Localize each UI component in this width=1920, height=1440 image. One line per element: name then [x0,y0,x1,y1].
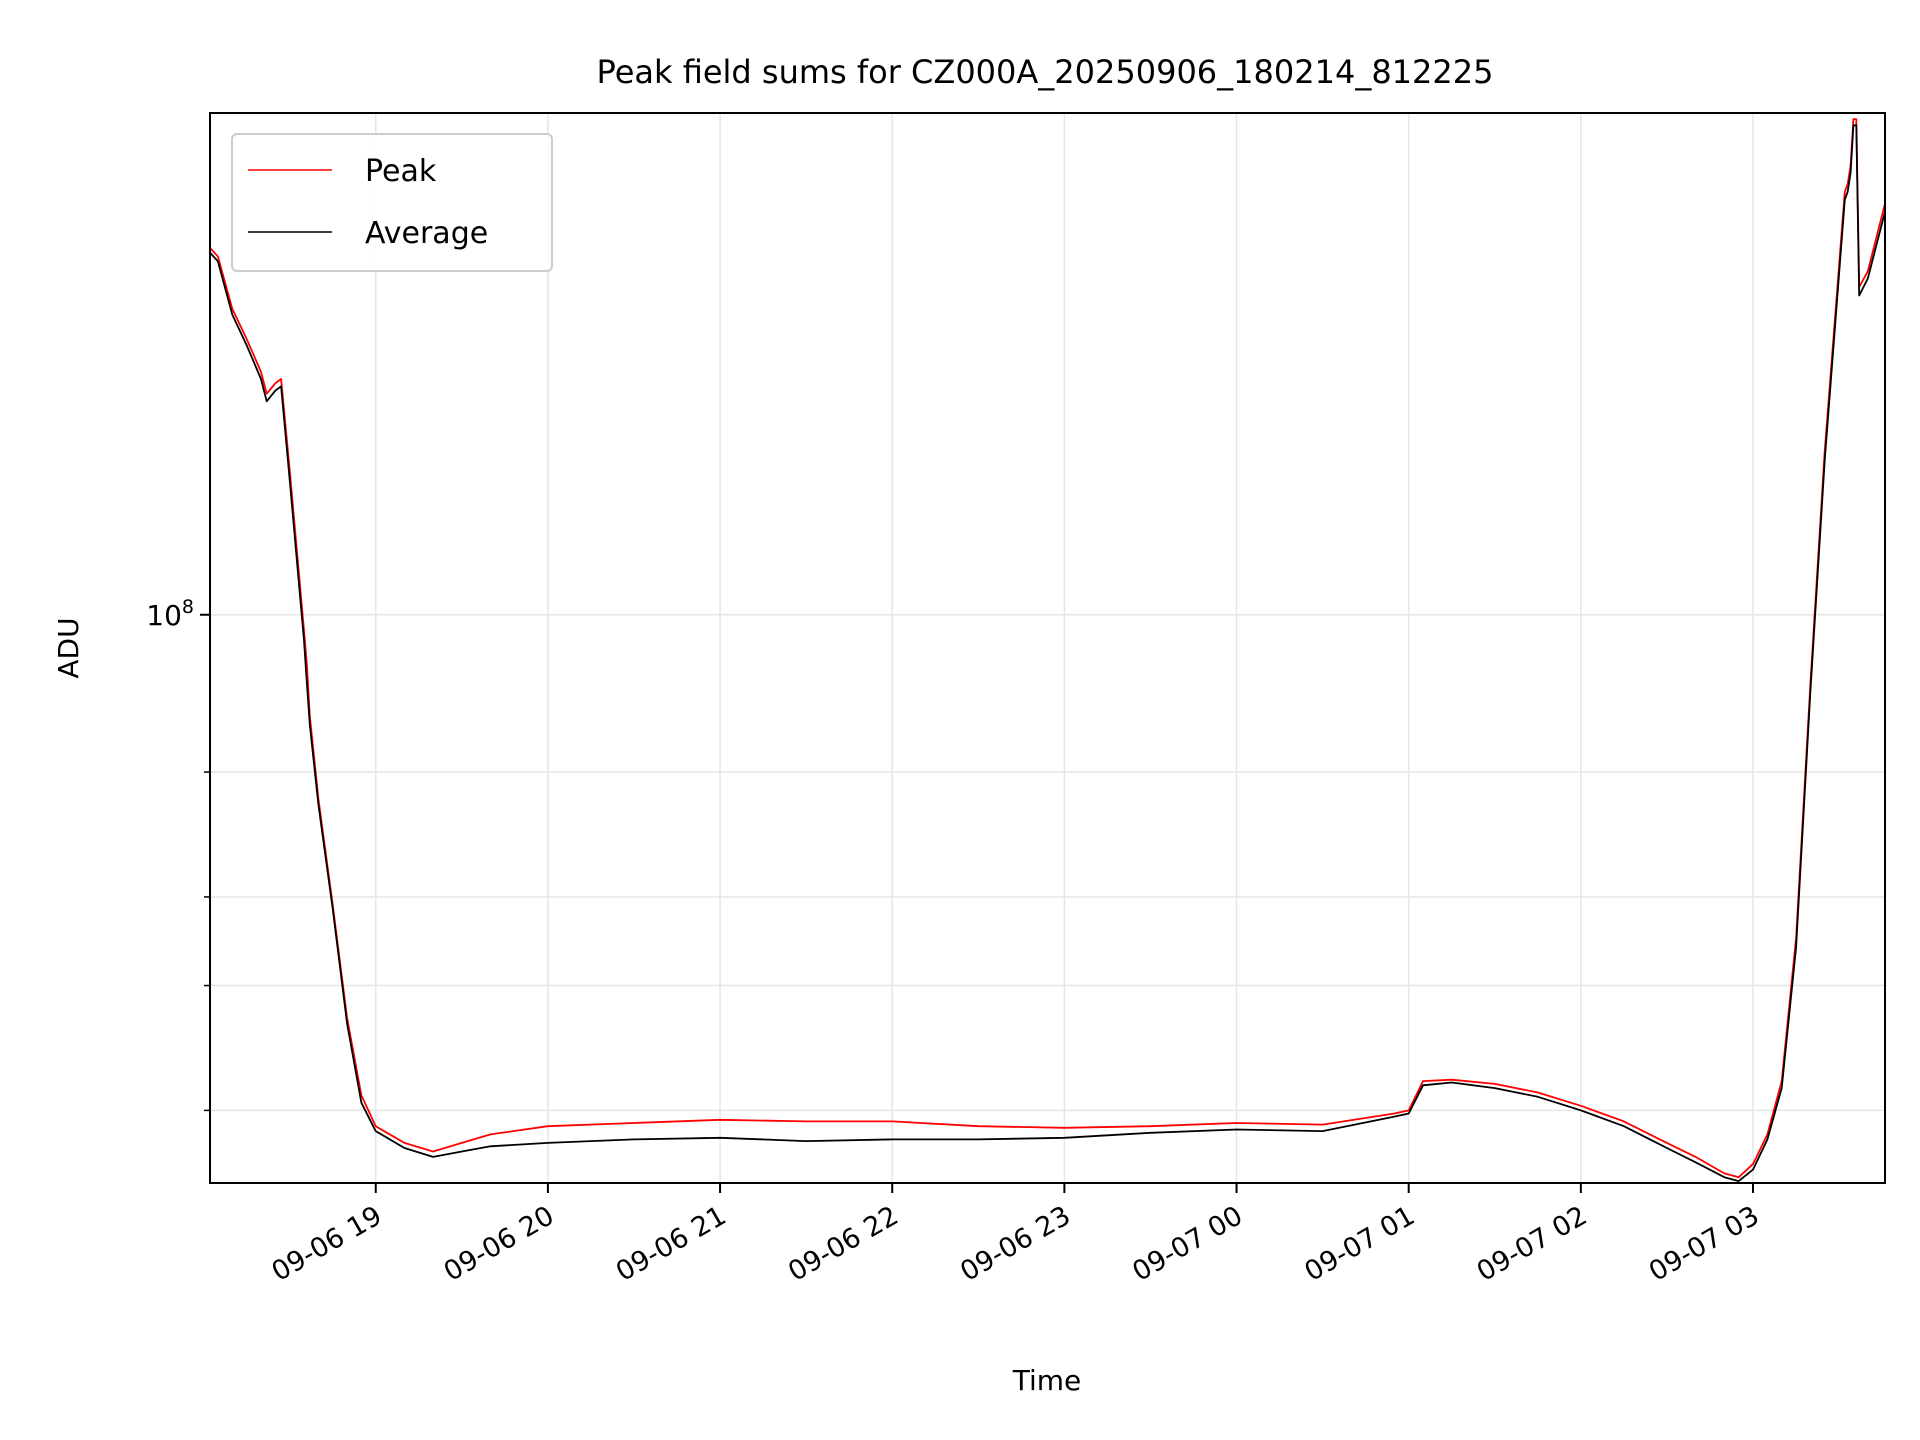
legend-box [231,133,553,272]
legend-label-average: Average [365,216,488,251]
plot-frame [209,112,1886,1184]
chart-title: Peak field sums for CZ000A_20250906_1802… [597,53,1494,91]
series-line-average [208,124,1886,1182]
series-layer [208,118,1886,1182]
legend-label-peak: Peak [365,154,437,189]
legend: Peak Average [231,133,553,272]
y-axis: 108 [146,596,210,1112]
y-axis-label: ADU [52,617,85,678]
grid [210,113,1885,1183]
x-axis-label: Time [1012,1364,1082,1397]
y-tick-label: 108 [146,596,194,632]
